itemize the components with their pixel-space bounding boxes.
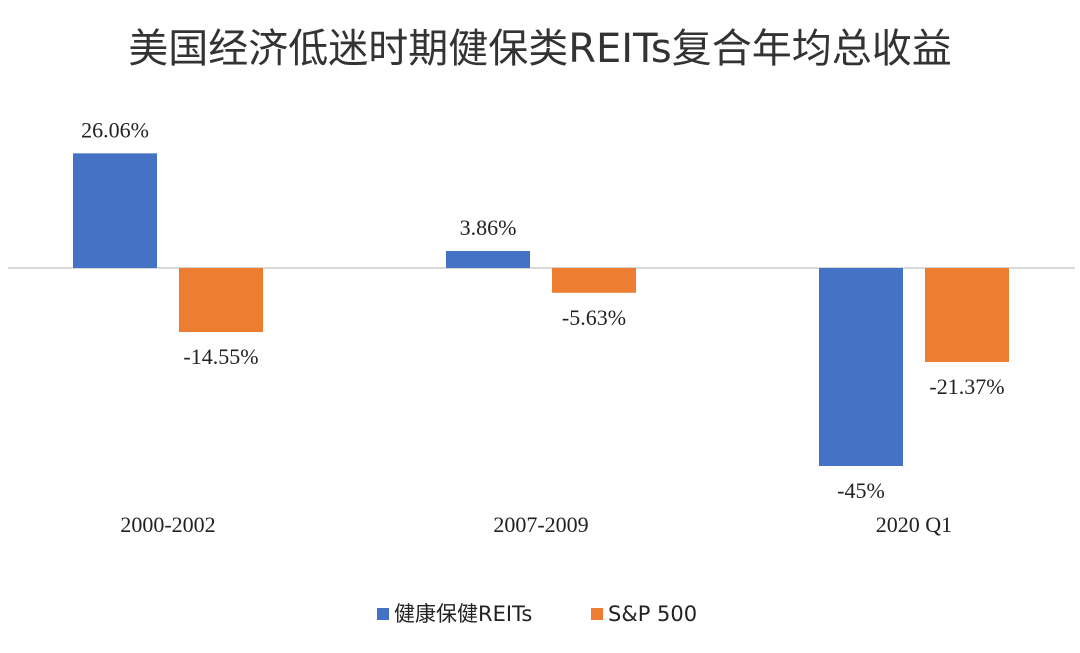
bar-series-2-2020 Q1	[925, 268, 1009, 363]
chart-title: 美国经济低迷时期健保类REITs复合年均总收益	[128, 26, 952, 72]
data-label-series-2-2000-2002: -14.55%	[183, 344, 258, 369]
legend-label-2: S&P 500	[608, 602, 697, 626]
data-label-series-1-2020 Q1: -45%	[837, 478, 885, 503]
bar-series-2-2000-2002	[179, 268, 263, 333]
data-labels-layer: 26.06% 3.86% -45% -14.55% -5.63% -21.37%	[81, 117, 1004, 503]
bar-series-1-2000-2002	[73, 153, 157, 268]
bar-series-1-2020 Q1	[819, 268, 903, 466]
category-label-2: 2007-2009	[493, 512, 588, 537]
category-label-1: 2000-2002	[120, 512, 215, 537]
legend-swatch-2	[591, 608, 603, 620]
bars-layer	[73, 153, 1009, 466]
category-label-3: 2020 Q1	[876, 512, 952, 537]
bar-series-1-2007-2009	[446, 251, 530, 268]
category-axis-labels: 2000-2002 2007-2009 2020 Q1	[120, 512, 952, 537]
data-label-series-2-2020 Q1: -21.37%	[929, 374, 1004, 399]
data-label-series-1-2000-2002: 26.06%	[81, 117, 149, 142]
legend-label-1: 健康保健REITs	[394, 602, 532, 626]
legend-swatch-1	[377, 608, 389, 620]
bar-series-2-2007-2009	[552, 268, 636, 293]
data-label-series-2-2007-2009: -5.63%	[562, 305, 626, 330]
legend: 健康保健REITs S&P 500	[377, 602, 697, 626]
data-label-series-1-2007-2009: 3.86%	[460, 215, 517, 240]
